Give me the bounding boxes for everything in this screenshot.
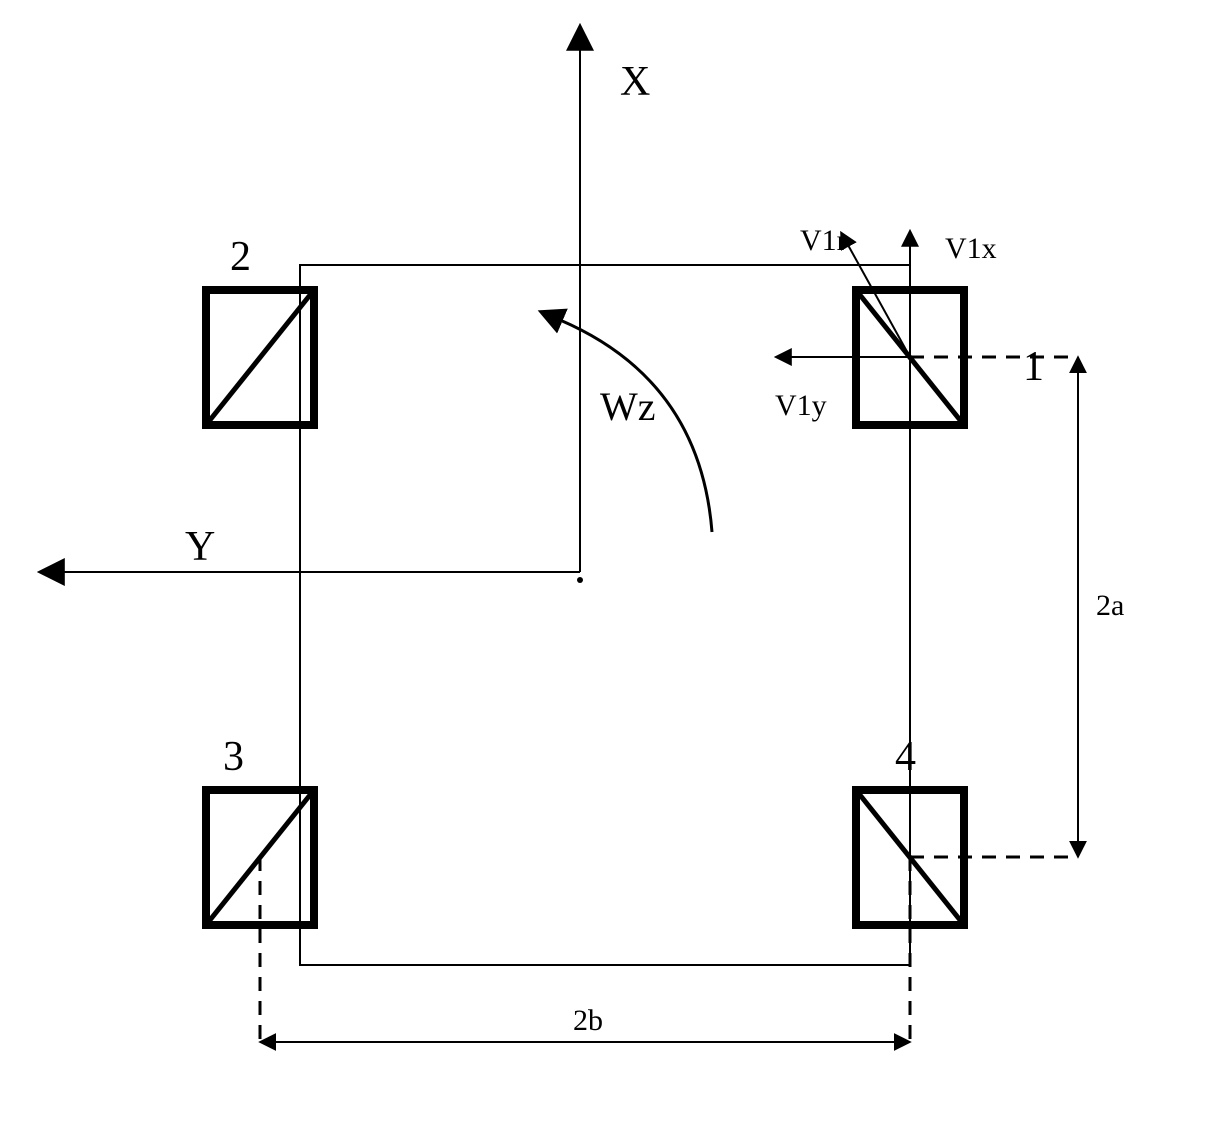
- wheel-2-label: 2: [230, 234, 251, 280]
- axis-y-label: Y: [185, 524, 215, 570]
- diagram-svg: X Y Wz 2 1 3 4 V1x V1y V1r 2a: [0, 0, 1215, 1122]
- wheel-2: [206, 290, 314, 425]
- axis-x-label: X: [620, 59, 650, 105]
- origin-dot: [577, 577, 583, 583]
- v1r-label: V1r: [800, 224, 847, 257]
- dim-2a-label: 2a: [1096, 589, 1124, 622]
- wheel-4-label: 4: [895, 734, 916, 780]
- wz-label: Wz: [600, 384, 656, 429]
- wheel-1-label: 1: [1023, 344, 1044, 390]
- dim-2b-label: 2b: [573, 1004, 603, 1037]
- body-rect: [300, 265, 910, 965]
- wheel-3-label: 3: [223, 734, 244, 780]
- v1y-label: V1y: [775, 389, 827, 422]
- v1x-label: V1x: [945, 232, 997, 265]
